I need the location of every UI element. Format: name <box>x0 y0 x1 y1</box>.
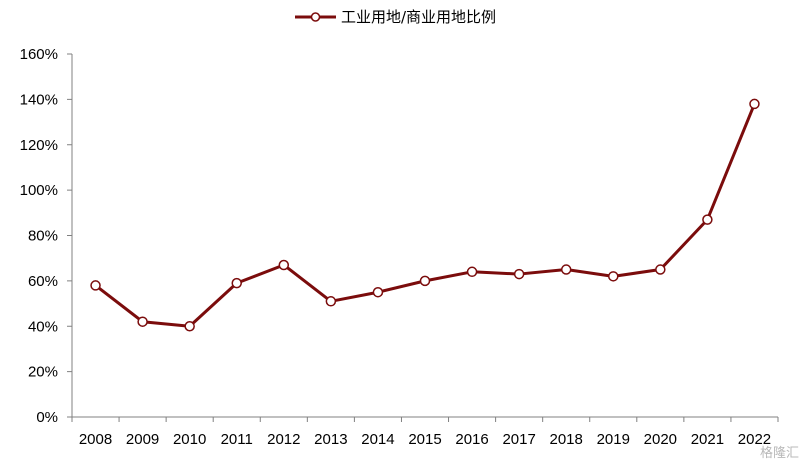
legend-marker <box>310 12 321 22</box>
x-tick-label: 2011 <box>221 431 253 448</box>
x-tick-label: 2017 <box>502 431 535 448</box>
x-tick-label: 2022 <box>738 431 771 448</box>
data-point <box>325 296 337 307</box>
x-tick-label: 2021 <box>691 431 724 448</box>
data-point <box>513 268 525 280</box>
x-tick-label: 2012 <box>267 431 300 448</box>
data-point <box>184 321 195 332</box>
x-tick-label: 2018 <box>550 431 583 448</box>
axes <box>71 54 778 418</box>
y-tick-label: 20% <box>28 364 58 381</box>
x-tick-label: 2020 <box>644 431 677 448</box>
y-tick-label: 100% <box>20 182 58 199</box>
y-tick-label: 160% <box>20 46 58 63</box>
x-tick-label: 2014 <box>361 431 394 448</box>
x-tick-label: 2009 <box>126 431 159 448</box>
x-tick-label: 2015 <box>408 431 441 448</box>
series-group <box>90 98 760 332</box>
data-point <box>466 266 478 278</box>
data-point <box>419 275 431 287</box>
y-tick-label: 140% <box>20 91 58 108</box>
data-point <box>372 286 384 298</box>
x-axis-ticks: 2008 2009 2010 2011 2012 2013 2014 2015 2016 2017… <box>71 417 779 448</box>
data-point <box>749 98 760 110</box>
y-tick-label: 80% <box>28 228 58 245</box>
data-point <box>608 271 619 282</box>
series-line <box>94 103 756 328</box>
data-point <box>278 259 290 271</box>
x-tick-label: 2010 <box>173 431 206 448</box>
data-point <box>560 264 572 275</box>
y-tick-label: 60% <box>28 273 58 290</box>
data-point <box>137 316 148 327</box>
watermark: 格隆汇 <box>759 446 799 461</box>
x-tick-label: 2013 <box>314 431 347 448</box>
x-tick-label: 2016 <box>455 431 488 448</box>
y-tick-label: 120% <box>20 137 58 154</box>
x-tick-label: 2019 <box>597 431 630 448</box>
data-point <box>702 214 713 225</box>
legend-label: 工业用地/商业用地比例 <box>341 8 496 26</box>
data-point <box>231 277 242 289</box>
legend: 工业用地/商业用地比例 <box>295 8 496 26</box>
data-point <box>655 264 666 275</box>
x-tick-label: 2008 <box>79 431 112 448</box>
y-axis-ticks: 0% 20% 40% 60% 80% 100% 120% 140% 160% <box>20 46 72 426</box>
y-tick-label: 0% <box>36 409 58 426</box>
y-tick-label: 40% <box>28 318 58 335</box>
data-point <box>90 280 101 291</box>
